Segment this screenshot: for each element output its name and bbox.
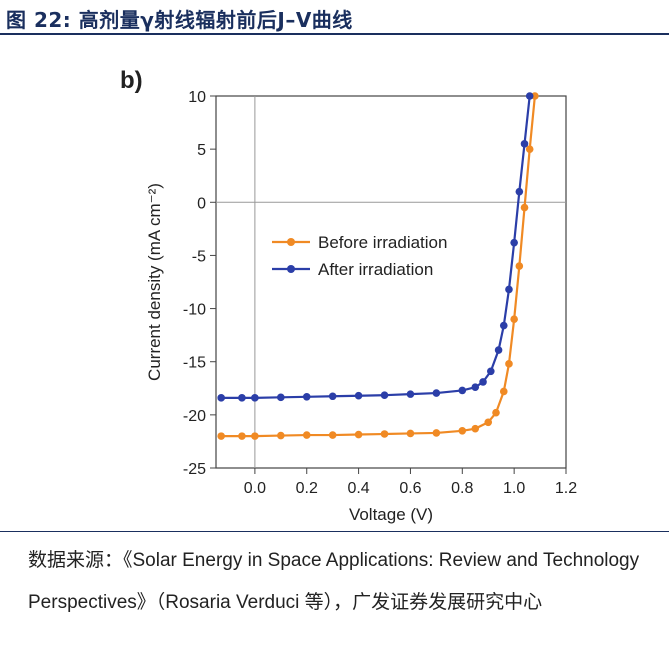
data-point [525, 145, 534, 153]
data-point [251, 394, 259, 402]
data-point [515, 262, 524, 270]
series-before [217, 92, 539, 440]
data-point [515, 187, 524, 196]
data-point [484, 418, 493, 427]
data-point [432, 429, 441, 437]
data-point [479, 378, 487, 386]
legend-swatch-marker [287, 238, 295, 246]
data-point [510, 315, 518, 324]
x-tick-label: 0.2 [296, 480, 318, 497]
data-point [328, 431, 337, 439]
y-tick-label: -25 [183, 461, 206, 478]
y-tick-label: -20 [183, 408, 206, 425]
x-tick-label: 0.0 [244, 480, 266, 497]
source-rule [0, 531, 669, 532]
y-axis-label: Current density (mA cm⁻²) [145, 183, 164, 381]
data-point [302, 431, 311, 439]
data-point [505, 360, 513, 368]
data-point [520, 203, 529, 212]
data-point [492, 408, 500, 417]
data-point [302, 392, 311, 401]
data-point [471, 383, 480, 392]
legend: Before irradiation After irradiation [272, 233, 447, 279]
data-point [499, 387, 508, 396]
data-point [406, 390, 415, 398]
series-after [217, 92, 534, 402]
y-tick-label: -5 [192, 248, 206, 265]
data-point [432, 389, 441, 397]
data-point [510, 238, 518, 247]
y-tick-label: -15 [183, 355, 206, 372]
legend-label: Before irradiation [318, 233, 447, 252]
data-point [499, 321, 508, 330]
plot-frame [215, 95, 567, 469]
legend-swatch-marker [287, 265, 295, 273]
data-point [354, 430, 363, 439]
data-point [354, 391, 363, 400]
data-point [380, 430, 389, 438]
data-point [471, 424, 480, 433]
y-tick-label: 5 [197, 142, 206, 159]
x-tick-label: 0.6 [399, 480, 421, 497]
data-point [505, 285, 513, 294]
x-tick-label: 0.4 [347, 480, 369, 497]
y-axis: 10 5 0 -5 -10 -15 -20 -25 [183, 89, 216, 478]
data-point [277, 431, 285, 440]
data-point [520, 140, 529, 148]
data-point [458, 427, 467, 435]
data-point [380, 391, 389, 399]
data-point [328, 392, 337, 401]
data-point [494, 346, 503, 354]
series-layer [217, 92, 539, 440]
data-point [458, 386, 467, 395]
y-tick-label: 10 [188, 89, 206, 106]
data-point [238, 394, 246, 402]
data-point [251, 432, 259, 440]
source-note: 数据来源：《Solar Energy in Space Applications… [28, 550, 640, 613]
data-point [217, 432, 225, 440]
figure-title: 图 22: 高剂量γ射线辐射前后J–V曲线 [6, 8, 353, 32]
chart: b) 0.0 0.2 0.4 0.6 0.8 1.0 1.2 10 5 0 -5 -10 -15 -20… [0, 36, 669, 530]
data-point [277, 393, 285, 402]
y-tick-label: 0 [197, 195, 206, 212]
x-axis-label: Voltage (V) [349, 505, 433, 524]
panel-label: b) [120, 67, 143, 94]
x-tick-label: 1.2 [555, 480, 577, 497]
title-rule [0, 33, 669, 35]
jv-chart-svg: b) 0.0 0.2 0.4 0.6 0.8 1.0 1.2 10 5 0 -5 -10 -15 -20… [120, 67, 577, 524]
data-point [217, 394, 225, 402]
x-tick-label: 0.8 [451, 480, 473, 497]
reference-lines [216, 96, 566, 468]
data-point [525, 92, 534, 100]
y-tick-label: -10 [183, 302, 206, 319]
data-point [406, 429, 415, 438]
data-point [487, 367, 495, 376]
data-point [238, 432, 246, 440]
legend-label: After irradiation [318, 260, 433, 279]
x-tick-label: 1.0 [503, 480, 525, 497]
x-axis: 0.0 0.2 0.4 0.6 0.8 1.0 1.2 [244, 468, 577, 497]
